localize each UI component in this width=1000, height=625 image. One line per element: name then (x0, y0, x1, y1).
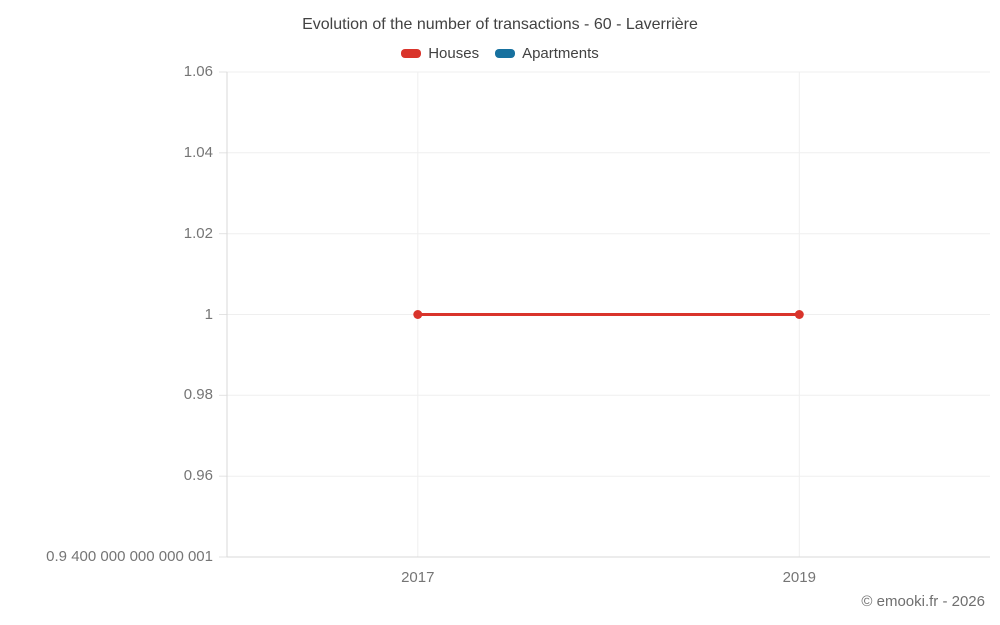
apartments-legend-swatch-icon (495, 49, 516, 58)
chart-legend: Houses Apartments (0, 45, 1000, 62)
y-axis-tick-label: 1.02 (183, 224, 213, 242)
y-axis-tick-label: 0.98 (183, 386, 213, 404)
y-axis-tick-label: 0.96 (183, 467, 213, 485)
legend-item-houses[interactable]: Houses (401, 45, 479, 62)
legend-label-houses: Houses (428, 45, 480, 62)
x-axis-tick-label: 2017 (401, 569, 435, 586)
y-axis-tick-label: 1.06 (183, 63, 213, 80)
chart-title: Evolution of the number of transactions … (302, 16, 698, 33)
houses-legend-swatch-icon (401, 49, 422, 58)
y-axis-tick-label: 1.04 (183, 143, 213, 161)
legend-item-apartments[interactable]: Apartments (495, 45, 599, 62)
legend-label-apartments: Apartments (522, 45, 599, 62)
y-axis-tick-label: 1 (204, 305, 213, 323)
copyright-text: © emooki.fr - 2026 (861, 593, 985, 610)
x-axis-tick-label: 2019 (782, 569, 816, 586)
y-axis-tick-label: 0.9 400 000 000 000 001 (46, 548, 213, 565)
